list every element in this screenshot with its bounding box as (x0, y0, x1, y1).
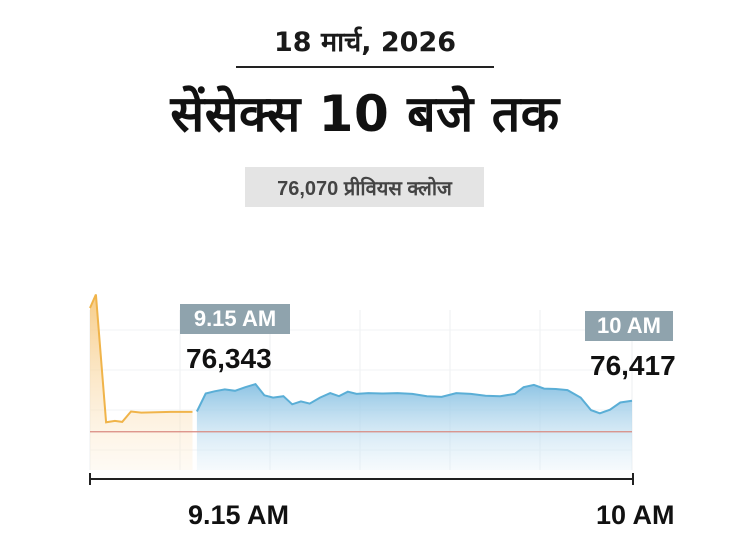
close-value-label: 76,417 (590, 350, 676, 381)
pre-open-line (89, 294, 193, 424)
previous-close-badge: 76,070 प्रीवियस क्लोज (245, 167, 484, 207)
chart-date: 18 मार्च, 2026 (273, 27, 457, 58)
open-time-chip: 9.15 AM (180, 304, 290, 334)
open-value-label: 76,343 (186, 343, 272, 374)
chart-title: सेंसेक्स 10 बजे तक (170, 85, 560, 143)
x-tick-label-start: 9.15 AM (188, 500, 290, 530)
session-line (196, 382, 633, 415)
session-area (196, 384, 632, 470)
close-time-chip: 10 AM (585, 311, 673, 341)
date-divider (236, 66, 494, 68)
x-tick-label-end: 10 AM (596, 500, 675, 530)
pre-open-area (90, 294, 193, 470)
x-axis (89, 473, 634, 485)
